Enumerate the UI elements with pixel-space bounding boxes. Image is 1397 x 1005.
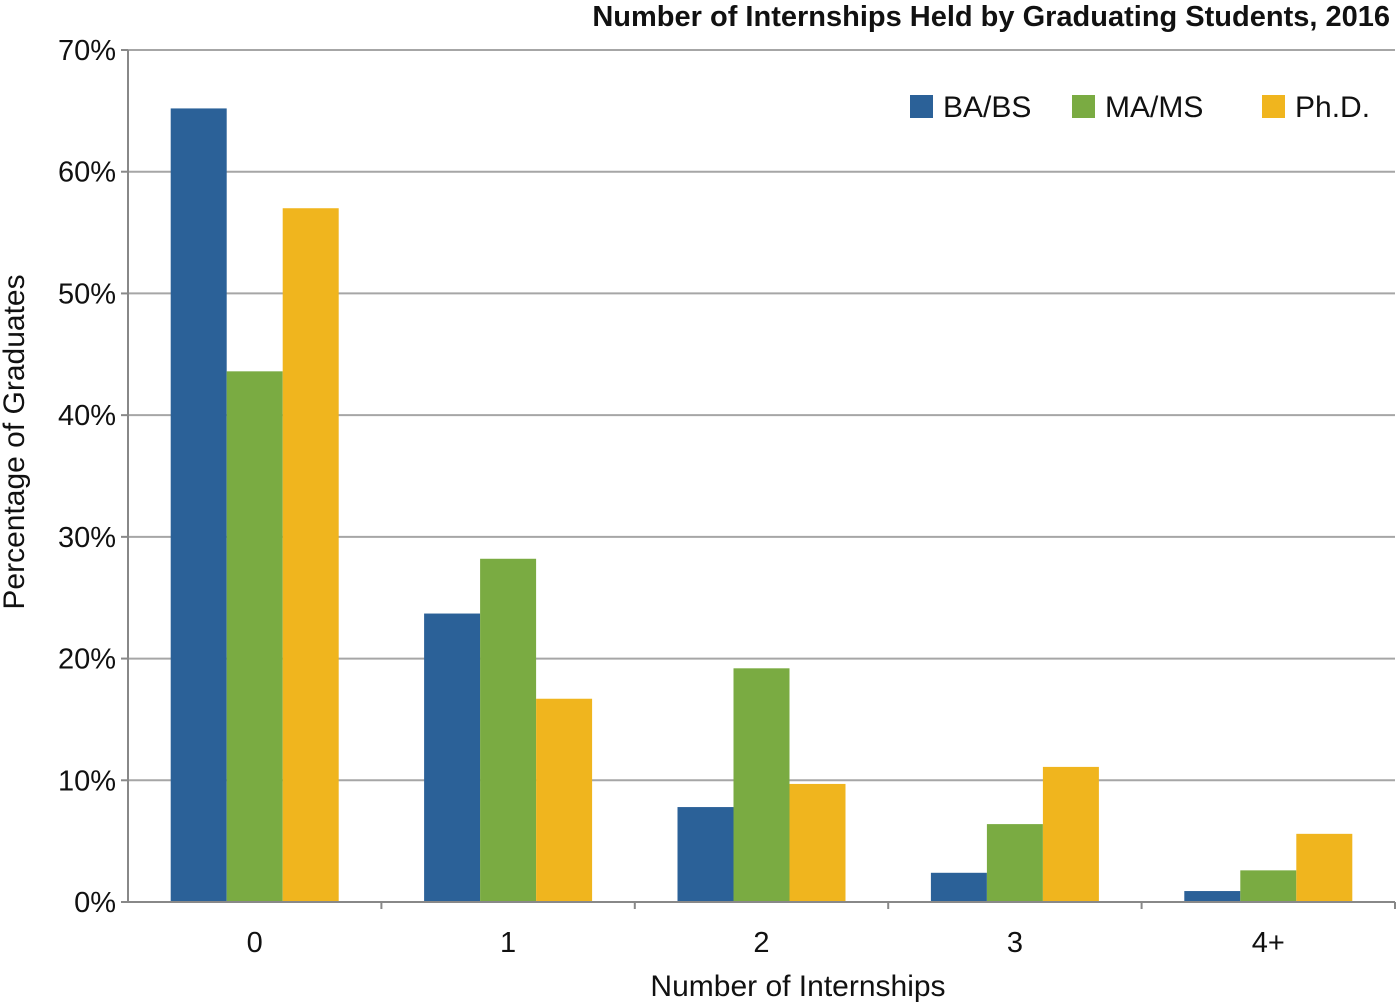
bar-ph-d-3	[1042, 766, 1099, 902]
legend-label: BA/BS	[943, 91, 1031, 124]
y-tick-label: 20%	[58, 644, 116, 676]
x-tick-label: 3	[1007, 927, 1023, 959]
bar-ba-bs-2	[677, 807, 734, 902]
bar-ph-d-4plus	[1296, 833, 1353, 902]
bar-ma-ms-3	[986, 824, 1043, 902]
x-tick-label: 2	[753, 927, 769, 959]
bar-ba-bs-4plus	[1184, 891, 1241, 902]
bar-ph-d-0	[282, 208, 339, 902]
x-tick-label: 0	[247, 927, 263, 959]
legend-label: Ph.D.	[1295, 91, 1370, 124]
x-tick-label: 1	[500, 927, 516, 959]
chart-title: Number of Internships Held by Graduating…	[592, 1, 1390, 33]
bar-ma-ms-0	[226, 371, 283, 903]
bar-ba-bs-0	[170, 108, 227, 903]
y-tick-label: 50%	[58, 278, 116, 310]
y-tick-label: 10%	[58, 765, 116, 797]
y-tick-label: 40%	[58, 400, 116, 432]
gridlines	[128, 49, 1395, 782]
y-tick-label: 60%	[58, 157, 116, 189]
bars	[170, 108, 1353, 903]
legend-swatch	[1262, 95, 1285, 118]
x-tick-labels: 0 1 2 3 4+	[247, 927, 1285, 959]
y-tick-label: 30%	[58, 522, 116, 554]
legend-swatch	[910, 95, 933, 118]
y-axis-label: Percentage of Graduates	[0, 274, 31, 609]
axes	[121, 49, 1396, 909]
x-axis-label: Number of Internships	[650, 970, 945, 1003]
bar-ph-d-2	[789, 783, 846, 902]
legend-swatch	[1072, 95, 1095, 118]
bar-ma-ms-4plus	[1240, 870, 1297, 902]
bar-ba-bs-1	[424, 613, 481, 902]
y-tick-labels: 0% 10% 20% 30% 40% 50% 60% 70%	[58, 35, 116, 919]
bar-ph-d-1	[536, 698, 593, 902]
bar-ma-ms-1	[480, 558, 537, 902]
bar-ba-bs-3	[930, 872, 987, 902]
legend-label: MA/MS	[1105, 91, 1203, 124]
bar-ma-ms-2	[733, 668, 790, 902]
y-tick-label: 70%	[58, 35, 116, 67]
legend: BA/BS MA/MS Ph.D.	[910, 91, 1370, 124]
y-tick-label: 0%	[74, 887, 116, 919]
x-tick-label: 4+	[1252, 927, 1285, 959]
